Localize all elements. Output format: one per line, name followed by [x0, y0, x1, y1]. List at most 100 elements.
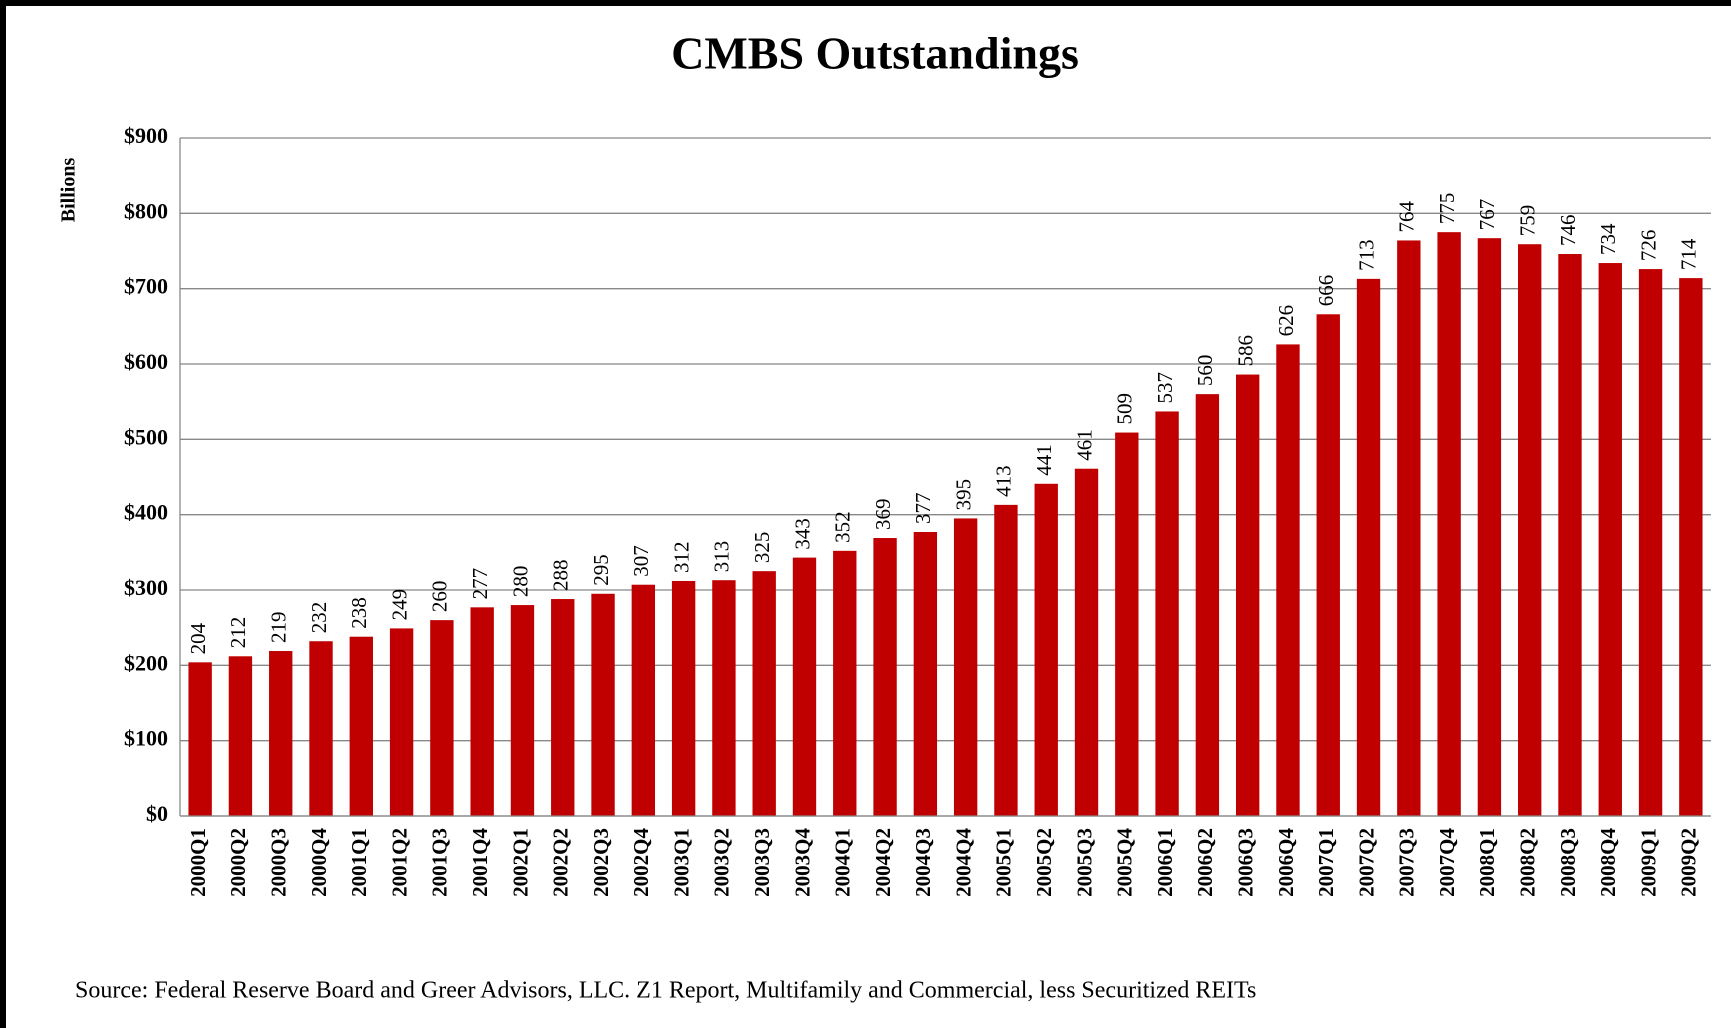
x-tick-label: 2004Q1: [831, 828, 855, 897]
x-tick-label: 2001Q2: [387, 828, 411, 897]
x-tick-label: 2006Q3: [1233, 828, 1257, 897]
x-tick-label: 2003Q2: [710, 828, 734, 897]
chart-title: CMBS Outstandings: [671, 28, 1079, 79]
data-label: 759: [1516, 205, 1540, 237]
data-label: 509: [1113, 393, 1137, 425]
bar: [470, 607, 494, 816]
x-tick-label: 2006Q1: [1153, 828, 1177, 897]
bar: [228, 656, 253, 816]
data-label: 626: [1274, 305, 1298, 337]
data-label: 726: [1636, 230, 1660, 262]
x-tick-label: 2006Q4: [1274, 828, 1298, 897]
x-tick-label: 2001Q1: [347, 828, 371, 897]
data-label: 413: [992, 465, 1016, 497]
x-tick-label: 2004Q2: [871, 828, 895, 897]
bar: [994, 504, 1018, 816]
bar: [1195, 394, 1220, 816]
x-tick-label: 2007Q2: [1354, 828, 1378, 897]
bar: [1356, 278, 1381, 817]
bar: [953, 518, 978, 816]
x-tick-label: 2006Q2: [1193, 828, 1217, 897]
bar: [1155, 411, 1179, 816]
data-label: 352: [831, 511, 855, 543]
data-label: 312: [669, 541, 693, 573]
bar: [1397, 240, 1421, 816]
data-label: 666: [1314, 275, 1338, 307]
y-tick-label: $600: [124, 349, 168, 374]
bar: [269, 651, 293, 816]
bar: [1235, 374, 1260, 816]
y-tick-label: $300: [124, 575, 168, 600]
x-tick-label: 2009Q2: [1677, 828, 1701, 897]
x-tick-label: 2005Q3: [1072, 828, 1096, 897]
y-tick-label: $0: [146, 801, 168, 826]
data-label: 767: [1475, 199, 1499, 231]
bar: [1034, 483, 1058, 816]
x-tick-label: 2008Q3: [1556, 828, 1580, 897]
data-label: 441: [1032, 444, 1056, 476]
x-tick-label: 2000Q3: [267, 828, 291, 897]
x-tick-label: 2001Q3: [428, 828, 452, 897]
x-tick-label: 2007Q4: [1435, 828, 1459, 897]
data-label: 260: [428, 581, 452, 613]
x-tick-label: 2000Q1: [186, 828, 210, 897]
x-tick-label: 2005Q4: [1113, 828, 1137, 897]
data-label: 288: [549, 560, 573, 592]
x-tick-label: 2003Q1: [669, 828, 693, 897]
bar: [1598, 263, 1622, 816]
data-label: 734: [1596, 223, 1620, 255]
data-label: 369: [871, 499, 895, 531]
data-label: 313: [710, 541, 734, 573]
bar: [1437, 232, 1461, 816]
y-tick-label: $400: [124, 500, 168, 525]
data-label: 295: [589, 554, 613, 586]
y-tick-label: $900: [124, 123, 168, 148]
data-label: 713: [1354, 239, 1378, 271]
x-tick-label: 2007Q1: [1314, 828, 1338, 897]
y-tick-label: $200: [124, 650, 168, 675]
data-label: 377: [911, 492, 935, 524]
x-tick-label: 2008Q2: [1516, 828, 1540, 897]
x-tick-label: 2000Q4: [307, 828, 331, 897]
bar: [591, 593, 615, 816]
bar: [551, 599, 575, 816]
data-label: 395: [951, 479, 975, 511]
x-tick-label: 2008Q4: [1596, 828, 1620, 897]
data-label: 277: [468, 568, 492, 600]
data-label: 238: [347, 597, 371, 629]
bar: [1638, 269, 1663, 817]
bar: [913, 531, 938, 816]
x-tick-label: 2002Q3: [589, 828, 613, 897]
data-label: 232: [307, 602, 331, 634]
bar: [1679, 278, 1703, 816]
x-tick-label: 2000Q2: [226, 828, 250, 897]
bar: [752, 571, 776, 816]
data-label: 775: [1435, 193, 1459, 225]
y-tick-label: $700: [124, 274, 168, 299]
x-tick-label: 2002Q4: [629, 828, 653, 897]
data-label: 343: [790, 518, 814, 550]
bar: [1074, 468, 1099, 816]
data-label: 586: [1233, 335, 1257, 367]
bar: [671, 580, 696, 816]
x-tick-label: 2009Q1: [1636, 828, 1660, 897]
bar: [712, 580, 736, 816]
bar: [792, 557, 817, 816]
y-axis-label: Billions: [58, 158, 80, 223]
x-tick-label: 2005Q1: [992, 828, 1016, 897]
data-label: 746: [1556, 215, 1580, 247]
source-note: Source: Federal Reserve Board and Greer …: [75, 978, 1256, 1004]
bar: [1477, 238, 1502, 816]
data-label: 212: [226, 617, 250, 649]
data-label: 219: [267, 612, 291, 644]
bar: [1115, 432, 1139, 816]
x-tick-label: 2003Q3: [750, 828, 774, 897]
data-label: 560: [1193, 355, 1217, 387]
bar: [309, 641, 333, 816]
bar: [510, 605, 535, 816]
bar: [389, 628, 414, 816]
x-tick-label: 2005Q2: [1032, 828, 1056, 897]
bar: [430, 620, 454, 816]
data-label: 204: [186, 622, 210, 654]
